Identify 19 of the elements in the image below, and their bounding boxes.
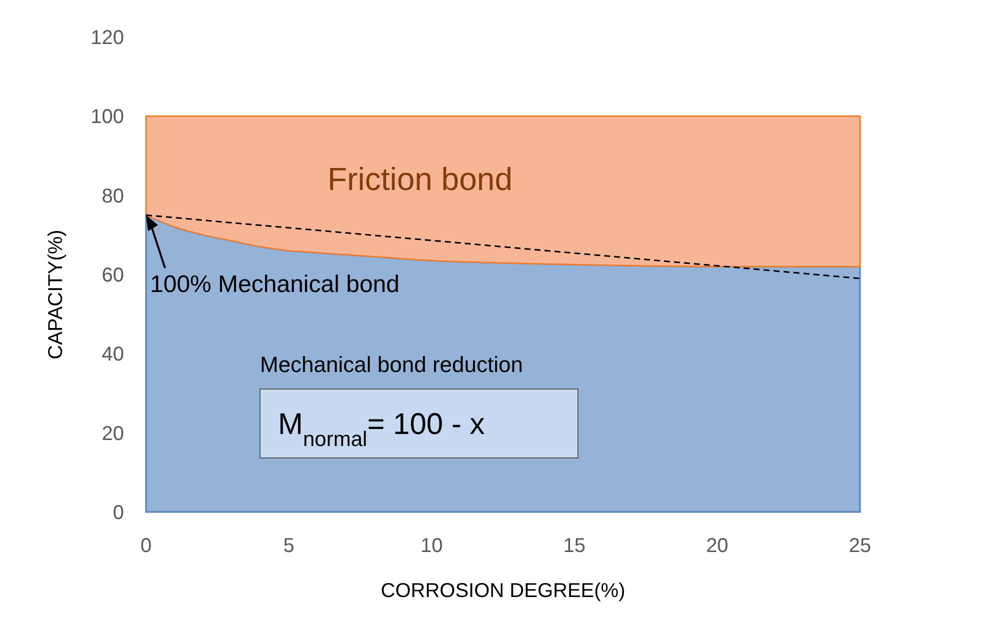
x-tick-label: 0 [140,535,152,557]
x-axis-title: CORROSION DEGREE(%) [380,580,626,602]
x-tick-label: 15 [563,535,586,557]
y-tick-label: 60 [102,264,124,286]
x-tick-label: 10 [420,535,443,557]
annotation: Mechanical bond reduction [260,352,523,377]
y-tick-label: 40 [102,344,124,366]
x-tick-label: 25 [848,535,872,557]
y-tick-label: 100 [90,106,124,128]
x-tick-label: 5 [283,535,294,557]
y-tick-label: 0 [112,502,124,524]
x-tick-label: 20 [706,535,728,557]
annotation: 100% Mechanical bond [150,271,400,298]
annotation: Friction bond [328,161,512,197]
y-tick-label: 120 [90,27,124,49]
annotation: M$_{normal}$= 100 - x [278,408,485,450]
y-axis-title: CAPACITY(%) [45,230,67,360]
y-tick-label: 80 [102,185,124,208]
y-tick-label: 20 [102,422,124,445]
